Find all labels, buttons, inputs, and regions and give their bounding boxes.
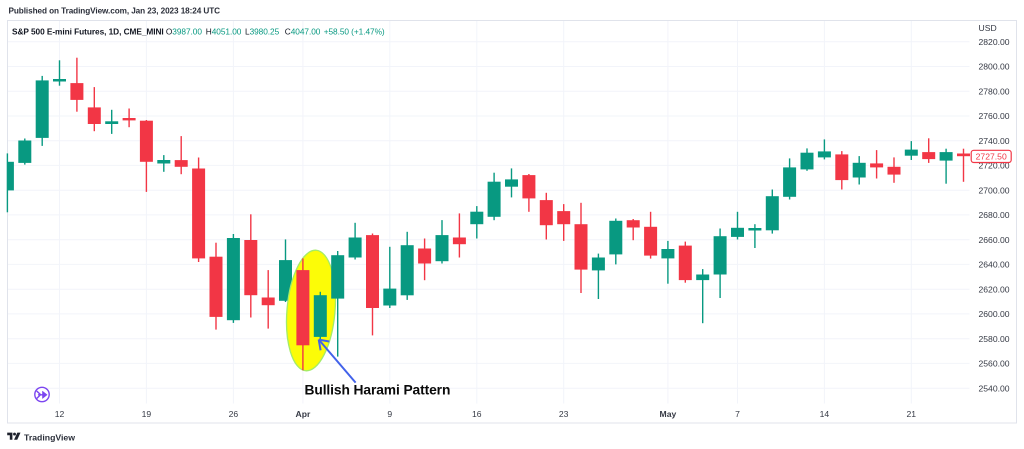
svg-text:2600.00: 2600.00 — [979, 309, 1010, 319]
svg-text:2660.00: 2660.00 — [979, 235, 1010, 245]
svg-text:23: 23 — [559, 409, 569, 419]
svg-text:2720.00: 2720.00 — [979, 161, 1010, 171]
svg-text:9: 9 — [387, 409, 392, 419]
svg-text:19: 19 — [142, 409, 152, 419]
svg-text:Published on TradingView.com,: Published on TradingView.com, Jan 23, 20… — [9, 7, 221, 16]
svg-text:2727.50: 2727.50 — [976, 152, 1007, 162]
svg-text:2580.00: 2580.00 — [979, 334, 1010, 344]
svg-text:2740.00: 2740.00 — [979, 136, 1010, 146]
svg-text:26: 26 — [229, 409, 239, 419]
svg-text:2620.00: 2620.00 — [979, 284, 1010, 294]
svg-text:21: 21 — [907, 409, 917, 419]
svg-text:2820.00: 2820.00 — [979, 37, 1010, 47]
svg-text:14: 14 — [820, 409, 830, 419]
svg-text:2700.00: 2700.00 — [979, 185, 1010, 195]
svg-text:2800.00: 2800.00 — [979, 62, 1010, 72]
svg-text:May: May — [660, 409, 677, 419]
svg-text:7: 7 — [735, 409, 740, 419]
svg-text:S&P 500 E-mini Futures, 1D, CM: S&P 500 E-mini Futures, 1D, CME_MINI O398… — [12, 26, 385, 36]
svg-text:Bullish Harami Pattern: Bullish Harami Pattern — [305, 382, 451, 397]
svg-text:2540.00: 2540.00 — [979, 383, 1010, 393]
svg-text:2780.00: 2780.00 — [979, 86, 1010, 96]
svg-text:2640.00: 2640.00 — [979, 260, 1010, 270]
svg-text:16: 16 — [472, 409, 482, 419]
svg-text:USD: USD — [979, 23, 997, 33]
svg-text:2760.00: 2760.00 — [979, 111, 1010, 121]
svg-text:TradingView: TradingView — [24, 432, 75, 442]
svg-text:12: 12 — [55, 409, 65, 419]
svg-text:2680.00: 2680.00 — [979, 210, 1010, 220]
svg-text:Apr: Apr — [295, 409, 310, 419]
svg-text:2560.00: 2560.00 — [979, 359, 1010, 369]
